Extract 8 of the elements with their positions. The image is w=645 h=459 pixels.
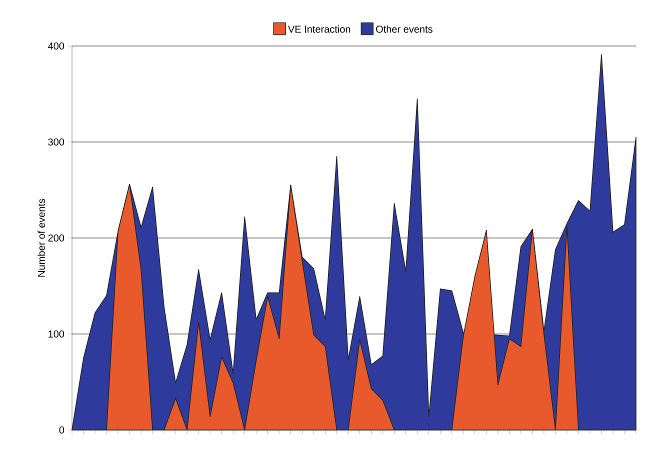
y-tick-label: 300 [48, 138, 64, 146]
y-tick-label: 0 [59, 426, 64, 434]
legend-label: Other events [376, 25, 432, 33]
y-axis-title: Number of events [38, 198, 45, 277]
legend-label: VE Interaction [288, 25, 350, 33]
y-tick-label: 400 [48, 42, 64, 50]
y-tick-label: 200 [48, 234, 64, 242]
y-tick-label: 100 [48, 330, 64, 338]
